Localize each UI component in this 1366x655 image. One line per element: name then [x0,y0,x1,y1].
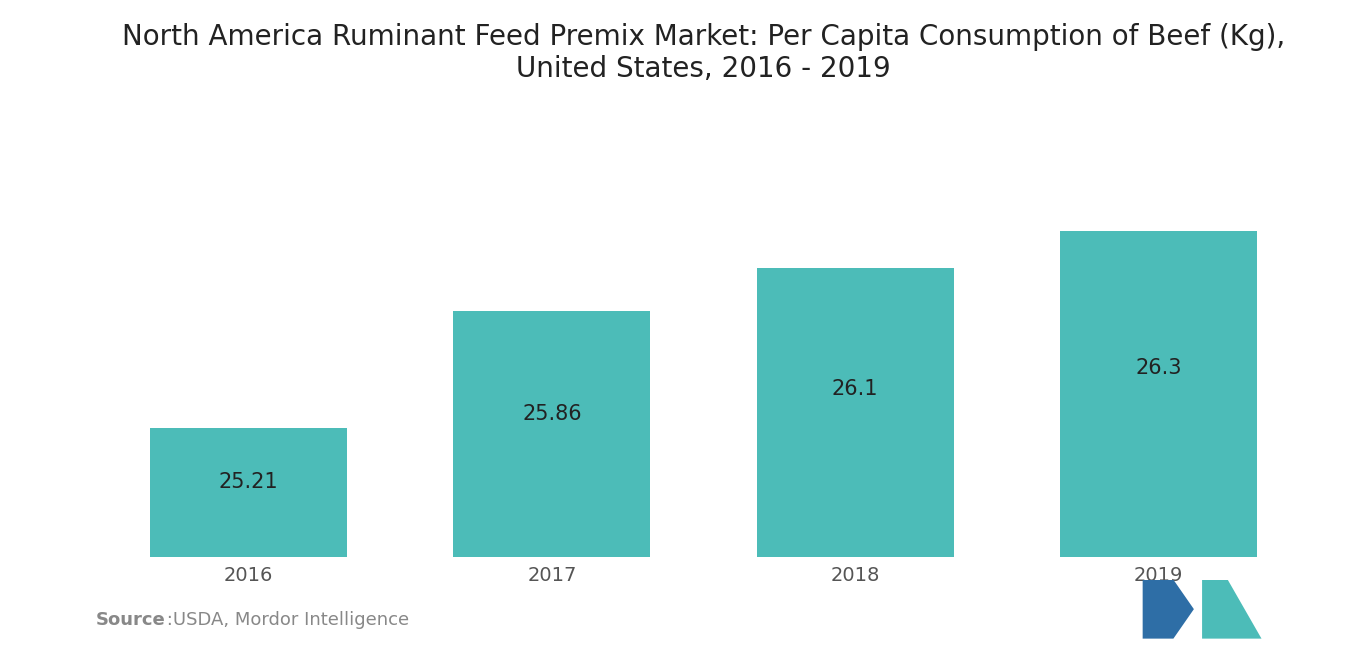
Text: :USDA, Mordor Intelligence: :USDA, Mordor Intelligence [161,611,410,629]
Text: 25.86: 25.86 [522,404,582,424]
Text: 25.21: 25.21 [219,472,279,493]
Text: 26.3: 26.3 [1135,358,1182,378]
Text: Source: Source [96,611,165,629]
Text: 26.1: 26.1 [832,379,878,399]
Title: North America Ruminant Feed Premix Market: Per Capita Consumption of Beef (Kg),
: North America Ruminant Feed Premix Marke… [122,23,1285,83]
Bar [1060,231,1257,557]
Bar [150,428,347,557]
Bar [454,311,650,557]
Bar [757,267,953,557]
